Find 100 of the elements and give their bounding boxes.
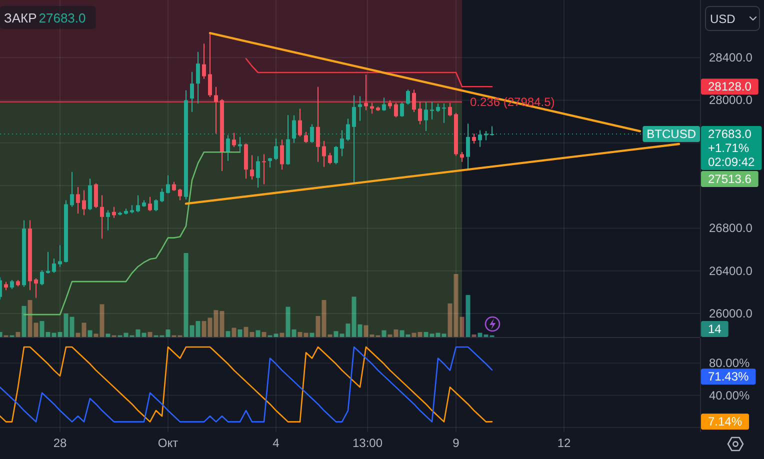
- candlestick: [424, 101, 428, 132]
- candlestick: [292, 114, 296, 144]
- text: 28128.0: [708, 80, 752, 94]
- candlestick: [154, 198, 158, 212]
- bar: [106, 334, 110, 337]
- candlestick: [106, 210, 110, 231]
- x-tick-label: 12: [557, 436, 571, 450]
- candlestick: [322, 140, 326, 168]
- candlestick: [46, 251, 50, 274]
- candlestick: [136, 194, 140, 213]
- y-tick-label: 28400.0: [709, 50, 753, 65]
- candlestick: [160, 188, 164, 203]
- bar: [238, 329, 242, 337]
- candlestick: [400, 102, 404, 118]
- candlestick: [328, 152, 332, 165]
- annotation: ЗАКР: [4, 10, 37, 26]
- y-tick-label: 26400.0: [709, 264, 753, 278]
- candlestick: [310, 124, 314, 144]
- candlestick: [418, 101, 422, 125]
- bar: [148, 332, 152, 337]
- candlestick: [202, 43, 206, 80]
- candlestick: [262, 154, 266, 185]
- candlestick: [382, 97, 386, 112]
- text: 14: [708, 322, 722, 336]
- candlestick: [88, 178, 92, 211]
- candlestick: [466, 123, 470, 171]
- candlestick: [412, 89, 416, 112]
- x-tick-label: 9: [452, 436, 460, 450]
- candlestick: [70, 171, 74, 208]
- text: 7.14%: [708, 414, 742, 429]
- candlestick: [394, 102, 398, 118]
- candlestick: [304, 131, 308, 144]
- candlestick: [358, 96, 362, 122]
- bar: [16, 332, 20, 337]
- candlestick: [430, 101, 434, 120]
- bar: [88, 330, 92, 337]
- x-tick-label: 4: [272, 436, 280, 450]
- bar: [262, 332, 266, 337]
- candlestick: [406, 89, 410, 106]
- candlestick: [250, 154, 254, 180]
- candlestick: [40, 270, 44, 286]
- bar: [256, 330, 260, 337]
- bar: [310, 332, 314, 337]
- candlestick: [340, 130, 344, 157]
- text: +1.71%: [708, 141, 750, 156]
- candlestick: [34, 278, 38, 298]
- bar: [466, 295, 470, 337]
- ref-line-label: 27683.0: [708, 127, 752, 142]
- candlestick: [232, 132, 236, 148]
- candlestick: [58, 244, 62, 268]
- line-series: [0, 346, 493, 422]
- candlestick: [100, 194, 104, 240]
- bar: [22, 306, 26, 337]
- candlestick: [484, 130, 488, 141]
- candlestick: [352, 94, 356, 184]
- candlestick: [94, 182, 98, 208]
- text: BTCUSD: [646, 127, 696, 142]
- candlestick: [448, 102, 452, 117]
- x-tick-label: Окт: [158, 436, 179, 450]
- bar: [280, 332, 284, 337]
- candlestick: [370, 102, 374, 114]
- candlestick: [334, 146, 338, 165]
- y-tick-label: 26800.0: [709, 221, 753, 236]
- y-tick-label: 80.00%: [709, 356, 750, 370]
- candlestick: [460, 151, 464, 162]
- candlestick: [226, 134, 230, 162]
- candlestick: [208, 33, 212, 98]
- candlestick: [76, 186, 80, 214]
- candlestick: [478, 130, 482, 148]
- candlestick: [268, 157, 272, 168]
- candlestick: [10, 279, 14, 290]
- y-tick-label: 40.00%: [709, 388, 750, 402]
- candlestick: [298, 108, 302, 138]
- candlestick: [190, 71, 194, 112]
- bar: [226, 331, 230, 337]
- candlestick: [82, 190, 86, 216]
- candlestick: [274, 138, 278, 160]
- candlestick: [256, 156, 260, 188]
- candlestick: [214, 86, 218, 134]
- candlestick: [442, 103, 446, 124]
- candlestick: [280, 139, 284, 170]
- candlestick: [148, 196, 152, 212]
- candlestick: [346, 118, 350, 142]
- bar: [232, 328, 236, 337]
- candlestick: [316, 86, 320, 162]
- y-tick-label: 28000.0: [709, 93, 753, 108]
- x-tick-label: 28: [53, 436, 67, 450]
- text: 02:09:42: [708, 155, 756, 170]
- candlestick: [196, 51, 200, 104]
- y-axis-title: USD: [710, 12, 736, 26]
- candlestick: [166, 174, 170, 194]
- annotation: 27683.0: [38, 10, 86, 26]
- bar: [382, 330, 386, 337]
- candlestick: [472, 133, 476, 144]
- candlestick: [52, 258, 56, 274]
- text: 27513.6: [708, 172, 752, 186]
- candlestick: [490, 126, 494, 136]
- y-tick-label: 26000.0: [709, 306, 753, 321]
- candlestick: [364, 74, 368, 111]
- candlestick: [178, 188, 182, 201]
